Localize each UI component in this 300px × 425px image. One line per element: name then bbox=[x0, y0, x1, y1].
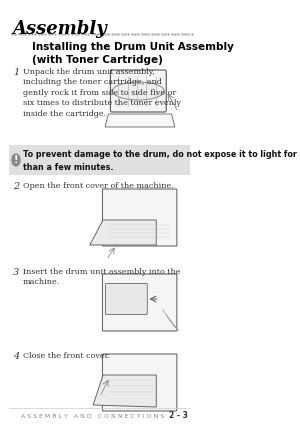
Ellipse shape bbox=[112, 82, 164, 100]
Text: Assembly: Assembly bbox=[12, 20, 107, 38]
Polygon shape bbox=[93, 375, 156, 407]
Text: Open the front cover of the machine.: Open the front cover of the machine. bbox=[22, 182, 173, 190]
FancyBboxPatch shape bbox=[9, 145, 190, 175]
Text: Insert the drum unit assembly into the
machine.: Insert the drum unit assembly into the m… bbox=[22, 268, 180, 286]
Text: 3: 3 bbox=[13, 268, 20, 277]
FancyBboxPatch shape bbox=[105, 283, 147, 314]
FancyBboxPatch shape bbox=[102, 274, 177, 331]
Text: Unpack the drum unit assembly,
including the toner cartridge, and
gently rock it: Unpack the drum unit assembly, including… bbox=[22, 68, 181, 118]
FancyBboxPatch shape bbox=[110, 70, 166, 112]
Text: To prevent damage to the drum, do not expose it to light for longer
than a few m: To prevent damage to the drum, do not ex… bbox=[23, 150, 300, 172]
Text: Close the front cover.: Close the front cover. bbox=[22, 352, 110, 360]
Text: 2 - 3: 2 - 3 bbox=[169, 411, 188, 420]
Text: Installing the Drum Unit Assembly
(with Toner Cartridge): Installing the Drum Unit Assembly (with … bbox=[32, 42, 234, 65]
Polygon shape bbox=[105, 114, 175, 127]
Text: 2: 2 bbox=[13, 182, 20, 191]
Text: 1: 1 bbox=[13, 68, 20, 77]
Text: A S S E M B L Y   A N D   C O N N E C T I O N S: A S S E M B L Y A N D C O N N E C T I O … bbox=[22, 414, 165, 419]
Polygon shape bbox=[90, 220, 156, 245]
FancyBboxPatch shape bbox=[102, 189, 177, 246]
Circle shape bbox=[12, 154, 20, 166]
Text: !: ! bbox=[14, 155, 18, 165]
Text: 4: 4 bbox=[13, 352, 20, 361]
FancyBboxPatch shape bbox=[102, 354, 177, 411]
